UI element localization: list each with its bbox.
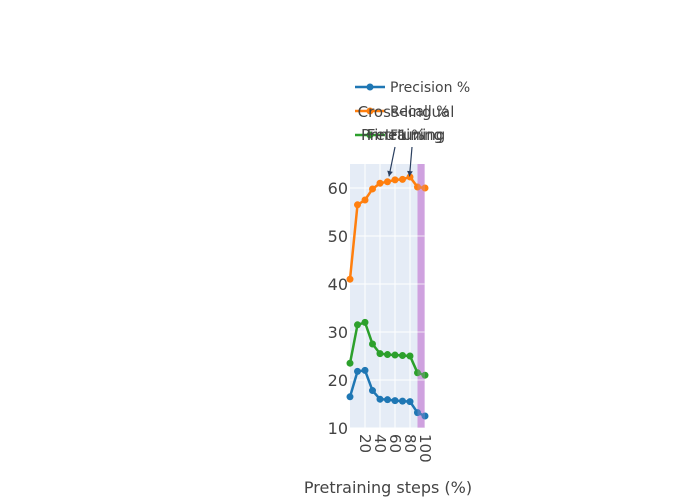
data-point: [399, 352, 406, 360]
annotation-label: Cross-lingual: [358, 103, 455, 121]
annotation-arrowhead: [387, 170, 393, 177]
x-axis-title: Pretraining steps (%): [304, 478, 472, 497]
data-point: [346, 359, 354, 367]
data-point: [414, 369, 421, 377]
data-point: [406, 173, 414, 181]
data-point: [354, 321, 361, 329]
legend-marker: [366, 83, 374, 91]
shaded-region-overlay: [417, 164, 425, 428]
x-tick-label: 80: [401, 434, 419, 453]
data-point: [391, 397, 399, 405]
x-tick-label: 100: [416, 434, 434, 463]
legend-label: Recall %: [390, 104, 450, 120]
data-point: [414, 409, 421, 417]
y-tick-label: 10: [328, 419, 348, 438]
data-point: [346, 393, 354, 401]
data-point: [361, 196, 369, 204]
data-point: [421, 412, 429, 420]
data-point: [406, 352, 414, 360]
x-tick-label: 20: [356, 434, 374, 453]
legend-marker: [366, 107, 374, 115]
data-point: [361, 318, 369, 326]
annotation-label: Finetuning: [367, 126, 446, 144]
y-tick-label: 20: [328, 371, 348, 390]
data-point: [376, 350, 384, 358]
data-point: [399, 175, 406, 183]
y-axis: 10 20 30 40 50 60: [328, 179, 348, 438]
data-point: [414, 183, 421, 191]
annotation-arrowhead: [407, 170, 413, 177]
series-lines: [346, 164, 429, 428]
plot-background: [350, 164, 425, 428]
data-point: [391, 176, 399, 184]
data-point: [384, 178, 391, 186]
legend-label: F1 %: [390, 128, 425, 144]
data-point: [399, 397, 406, 405]
data-point: [421, 371, 429, 379]
legend[interactable]: Precision % Recall % F1 %: [355, 80, 470, 144]
y-tick-label: 50: [328, 227, 348, 246]
data-point: [369, 340, 376, 348]
legend-marker: [366, 131, 374, 139]
data-point: [354, 201, 361, 209]
data-point: [391, 351, 399, 359]
data-point: [406, 398, 414, 406]
data-point: [369, 185, 376, 193]
x-tick-label: 60: [386, 434, 404, 453]
data-point: [384, 396, 391, 404]
x-tick-label: 40: [371, 434, 389, 453]
data-point: [346, 275, 354, 283]
data-point: [421, 184, 429, 192]
y-tick-label: 60: [328, 179, 348, 198]
y-tick-label: 40: [328, 275, 348, 294]
annotation-label: Pretraining: [361, 126, 443, 144]
data-point: [376, 179, 384, 187]
shaded-region: [417, 164, 425, 428]
data-point: [384, 351, 391, 359]
data-point: [361, 366, 369, 374]
legend-label: Precision %: [390, 80, 470, 96]
plot-area: [350, 164, 426, 429]
data-point: [369, 387, 376, 395]
y-tick-label: 30: [328, 323, 348, 342]
data-point: [354, 367, 361, 375]
data-point: [376, 395, 384, 403]
